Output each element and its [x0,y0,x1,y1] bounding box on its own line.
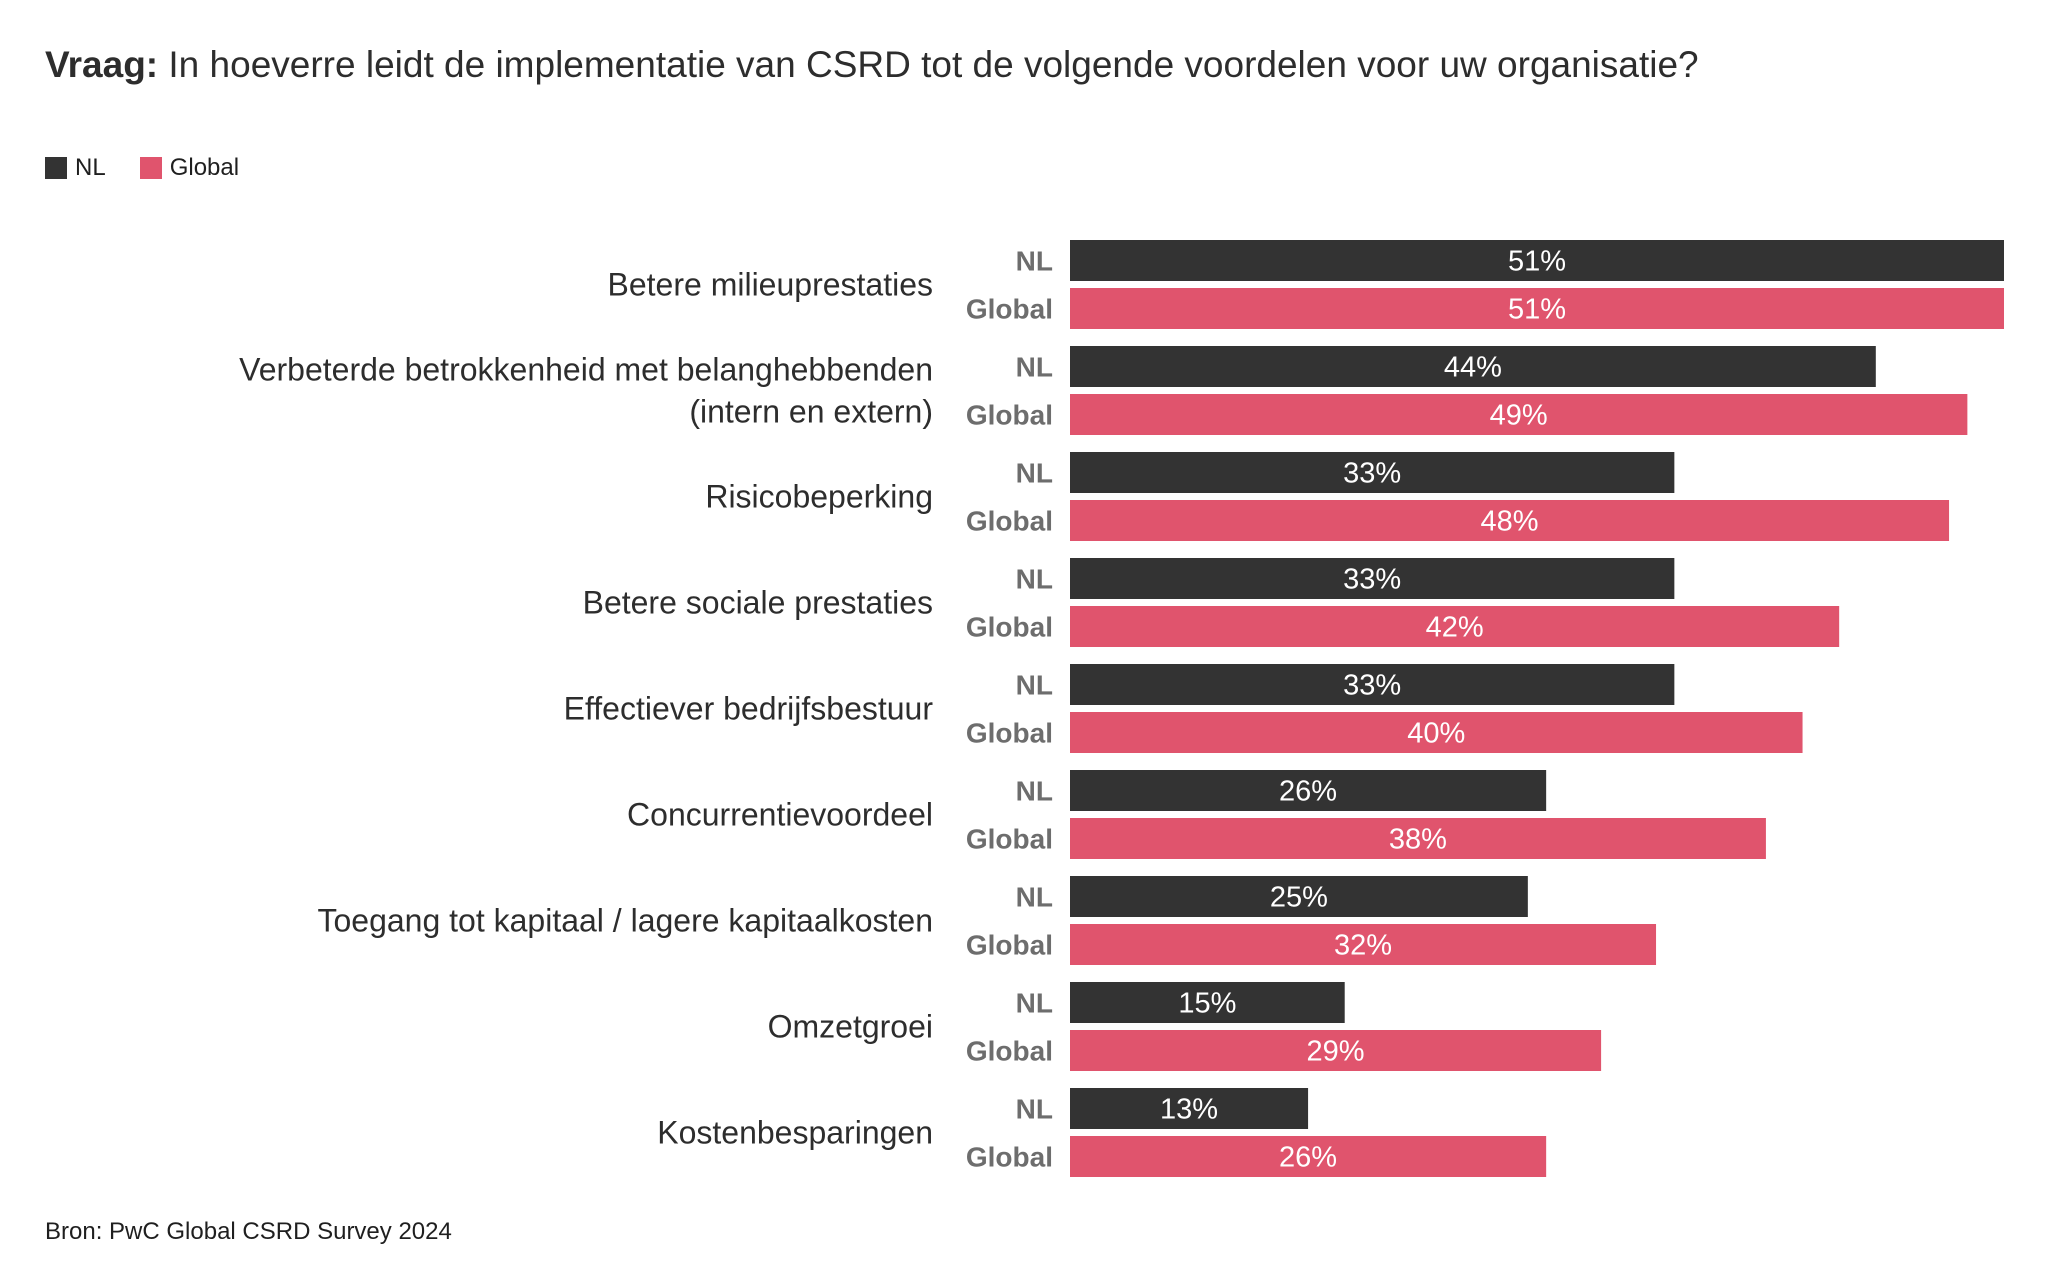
bar-global [1070,500,1950,541]
bar-value-label: 33% [1343,564,1401,596]
category-label: Omzetgroei [768,1009,933,1045]
series-label-global: Global [966,718,1053,749]
bar-nl [1070,664,1675,705]
bar-nl [1070,982,1345,1023]
legend-item-nl: NL [45,154,106,182]
bar-nl [1070,876,1528,917]
legend-swatch-nl [45,157,67,179]
category-group: Betere milieuprestaties NL 51% Global 51% [608,240,2004,329]
bar-global [1070,1136,1547,1177]
series-label-global: Global [966,824,1053,855]
legend: NL Global [45,152,273,184]
series-label-nl: NL [1016,882,1053,913]
series-label-nl: NL [1016,776,1053,807]
bar-value-label: 33% [1343,670,1401,702]
bar-nl [1070,240,2004,281]
bar-value-label: 29% [1307,1036,1365,1068]
category-group: Risicobeperking NL 33% Global 48% [705,452,1950,541]
category-group: Omzetgroei NL 15% Global 29% [768,982,1602,1071]
bar-value-label: 40% [1407,718,1465,750]
series-label-nl: NL [1016,352,1053,383]
category-group: Effectiever bedrijfsbestuur NL 33% Global 40… [564,664,1803,753]
bar-value-label: 48% [1481,506,1539,538]
bar-value-label: 13% [1160,1094,1218,1126]
category-label: Risicobeperking [705,479,933,515]
bar-value-label: 15% [1178,988,1236,1020]
bar-value-label: 26% [1279,776,1337,808]
bar-global [1070,394,1968,435]
category-group: Toegang tot kapitaal / lagere kapitaalko… [317,876,1657,965]
category-group: Betere sociale prestaties NL 33% Global 42% [583,558,1840,647]
category-label: Effectiever bedrijfsbestuur [564,691,934,727]
category-label: Betere sociale prestaties [583,585,933,621]
bar-global [1070,924,1657,965]
category-group: Concurrentievoordeel NL 26% Global 38% [627,770,1766,859]
legend-item-global: Global [139,154,240,182]
series-label-global: Global [966,506,1053,537]
chart-title: Vraag: In hoeverre leidt de implementati… [45,40,2005,90]
series-label-global: Global [966,1036,1053,1067]
bar-nl [1070,346,1876,387]
series-label-global: Global [966,1142,1053,1173]
bar-global [1070,712,1803,753]
series-label-global: Global [966,400,1053,431]
bar-value-label: 44% [1444,352,1502,384]
series-label-nl: NL [1016,988,1053,1019]
bar-value-label: 26% [1279,1142,1337,1174]
bar-global [1070,1030,1602,1071]
bar-global [1070,288,2004,329]
bar-nl [1070,558,1675,599]
category-group: Kostenbesparingen NL 13% Global 26% [657,1088,1547,1177]
category-label: Kostenbesparingen [657,1115,933,1151]
bar-nl [1070,1088,1309,1129]
title-prefix: Vraag: [45,44,159,85]
bar-value-label: 25% [1270,882,1328,914]
source-note: Bron: PwC Global CSRD Survey 2024 [45,1218,452,1245]
bar-chart: Betere milieuprestaties NL 51% Global 51% Ver… [239,240,2004,1177]
category-label: Concurrentievoordeel [627,797,933,833]
bar-value-label: 51% [1508,246,1566,278]
bar-value-label: 38% [1389,824,1447,856]
bar-value-label: 49% [1490,400,1548,432]
legend-label-global: Global [169,154,240,181]
legend-swatch-global [139,157,162,179]
title-text: In hoeverre leidt de implementatie van C… [168,44,1699,85]
bar-nl [1070,770,1547,811]
category-group: Verbeterde betrokkenheid met belanghebbe… [239,346,1968,435]
bar-value-label: 33% [1343,458,1401,490]
bar-value-label: 51% [1508,294,1566,326]
series-label-nl: NL [1016,458,1053,489]
category-label: (intern en extern) [689,394,933,430]
series-label-nl: NL [1016,1094,1053,1125]
category-label: Betere milieuprestaties [608,267,933,303]
series-label-global: Global [966,294,1053,325]
category-label: Toegang tot kapitaal / lagere kapitaalko… [317,903,933,939]
series-label-global: Global [966,930,1053,961]
bar-value-label: 32% [1334,930,1392,962]
series-label-global: Global [966,612,1053,643]
series-label-nl: NL [1016,246,1053,277]
series-label-nl: NL [1016,670,1053,701]
legend-label-nl: NL [75,154,106,181]
bar-nl [1070,452,1675,493]
bar-global [1070,606,1840,647]
bar-value-label: 42% [1426,612,1484,644]
category-label: Verbeterde betrokkenheid met belanghebbe… [239,352,933,388]
series-label-nl: NL [1016,564,1053,595]
bar-global [1070,818,1766,859]
